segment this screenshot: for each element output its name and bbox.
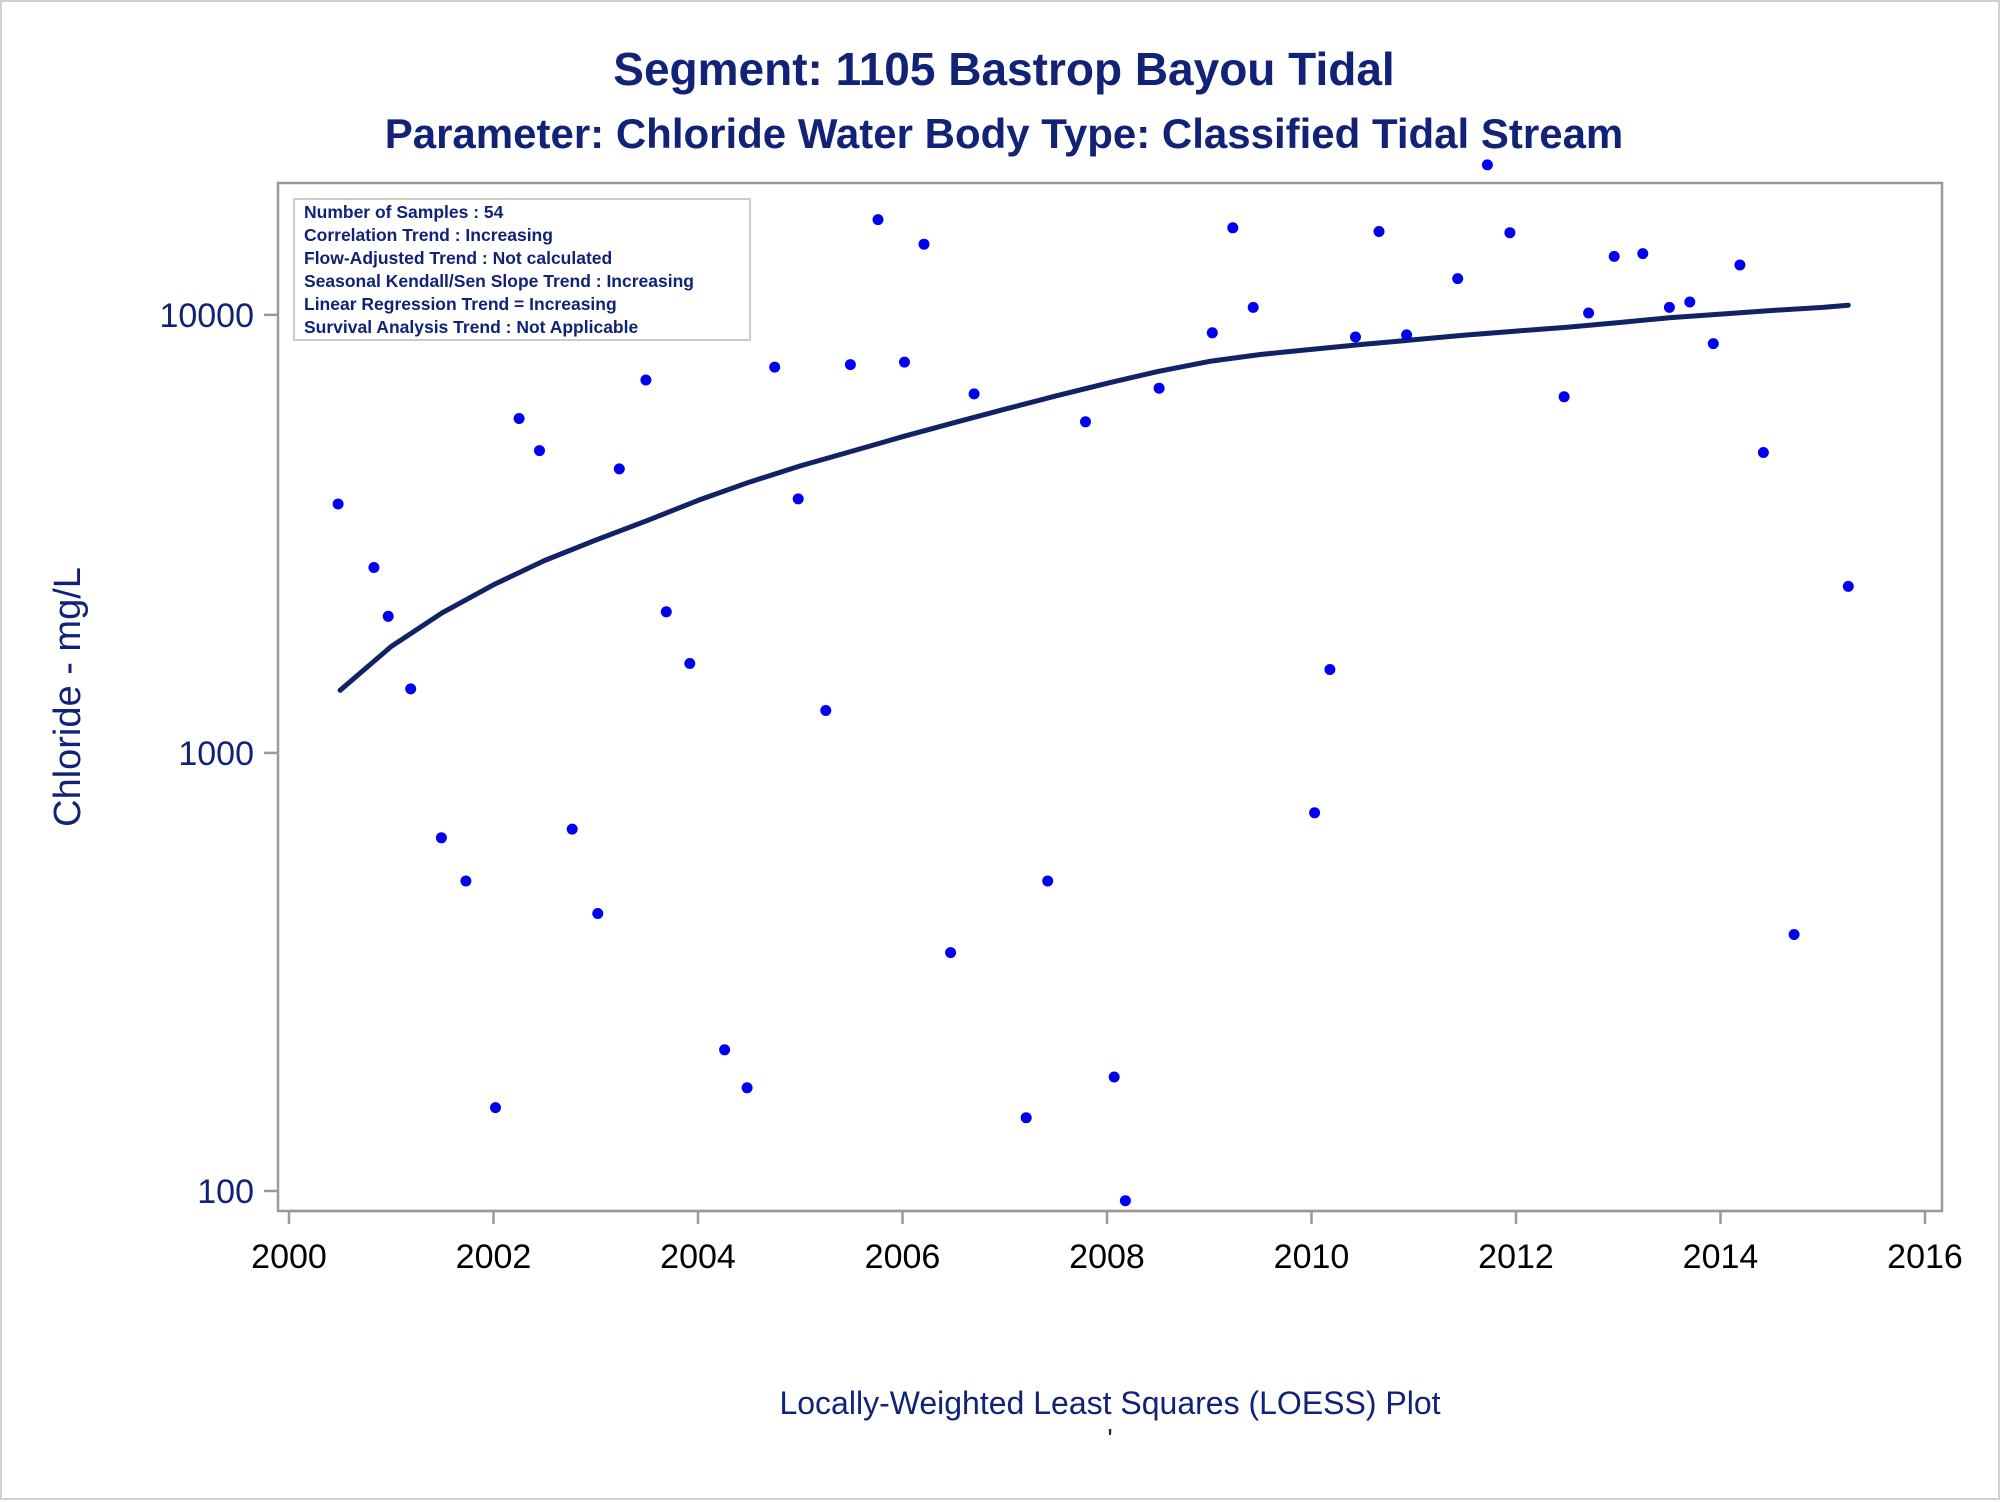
data-point-36 [1309,807,1321,819]
data-point-13 [640,374,652,386]
data-point-52 [1757,447,1769,458]
data-point-45 [1583,307,1595,319]
x-tick-label-2014: 2014 [1683,1238,1759,1276]
x-tick-label-2004: 2004 [660,1238,736,1276]
data-point-42 [1481,159,1493,171]
data-point-20 [820,705,832,716]
inset-line-linear-regression: Linear Regression Trend = Increasing [304,294,617,314]
data-point-12 [613,463,625,475]
data-point-40 [1401,329,1413,341]
y-tick-label-10000: 10000 [159,297,254,335]
data-point-9 [534,445,545,457]
trend-summary-box: Number of Samples : 54 Correlation Trend… [293,198,751,341]
y-axis: 100 1000 10000 [159,297,278,1211]
data-point-35 [1247,301,1259,313]
data-point-38 [1350,331,1361,343]
data-point-43 [1504,227,1516,239]
data-point-7 [490,1102,501,1114]
data-point-51 [1734,259,1746,271]
data-point-50 [1707,338,1719,350]
x-tick-label-2002: 2002 [456,1238,532,1276]
trend-summary-frame [293,198,751,341]
data-point-8 [513,413,525,424]
data-point-10 [566,823,578,835]
inset-line-flow-adjusted: Flow-Adjusted Trend : Not calculated [304,248,612,268]
data-point-11 [592,908,604,919]
data-point-22 [872,214,884,226]
data-point-27 [1020,1112,1032,1124]
data-point-19 [792,493,804,505]
x-axis: 2000 2002 2004 2006 2008 2010 2012 2014 2016 [251,1209,1963,1276]
x-tick-label-2008: 2008 [1069,1238,1145,1276]
loess-layer [337,302,1851,693]
data-point-4 [405,683,417,695]
y-tick-label-1000: 1000 [178,735,254,773]
data-point-48 [1663,301,1675,313]
data-point-41 [1452,273,1464,285]
data-point-5 [435,832,447,844]
data-point-47 [1637,248,1649,260]
inset-line-survival-analysis: Survival Analysis Trend : Not Applicable [304,317,638,337]
data-point-39 [1373,226,1385,237]
x-tick-label-2010: 2010 [1274,1238,1350,1276]
chart-footnote: Locally-Weighted Least Squares (LOESS) P… [779,1385,1440,1421]
data-point-25 [945,947,957,959]
inset-line-seasonal-kendall: Seasonal Kendall/Sen Slope Trend : Incre… [304,271,694,291]
data-point-17 [741,1082,753,1094]
data-point-30 [1108,1071,1120,1083]
chart-title: Segment: 1105 Bastrop Bayou Tidal [613,43,1394,95]
data-point-31 [1119,1195,1131,1207]
data-point-32 [1153,382,1165,394]
data-point-2 [368,562,380,573]
x-tick-label-2006: 2006 [865,1238,941,1276]
data-point-34 [1227,222,1239,234]
chart-subtitle: Parameter: Chloride Water Body Type: Cla… [385,110,1624,157]
data-point-21 [844,359,856,371]
x-tick-label-2000: 2000 [251,1238,327,1276]
x-tick-label-2016: 2016 [1887,1238,1963,1276]
points-layer [332,159,1854,1207]
data-point-3 [382,610,394,622]
data-point-49 [1684,296,1696,308]
inset-line-samples: Number of Samples : 54 [304,202,504,222]
data-point-28 [1042,875,1054,887]
y-tick-label-100: 100 [197,1173,254,1211]
data-point-37 [1324,664,1336,675]
data-point-26 [968,388,980,400]
data-point-24 [918,238,930,250]
data-point-54 [1842,580,1854,592]
data-point-1 [332,498,344,510]
data-point-15 [684,658,696,669]
data-point-23 [899,356,910,368]
footnote-mark: ' [1107,1423,1112,1454]
data-point-6 [460,875,472,887]
data-point-33 [1206,327,1218,339]
data-point-44 [1558,391,1570,403]
data-point-53 [1788,929,1800,940]
data-point-16 [719,1044,731,1056]
data-point-14 [660,606,672,618]
data-point-29 [1080,416,1091,428]
loess-trend-line [337,302,1851,693]
y-axis-label: Chloride - mg/L [47,567,89,827]
inset-line-correlation: Correlation Trend : Increasing [304,225,553,245]
data-point-18 [769,361,781,373]
data-point-46 [1608,250,1620,262]
x-tick-label-2012: 2012 [1478,1238,1554,1276]
